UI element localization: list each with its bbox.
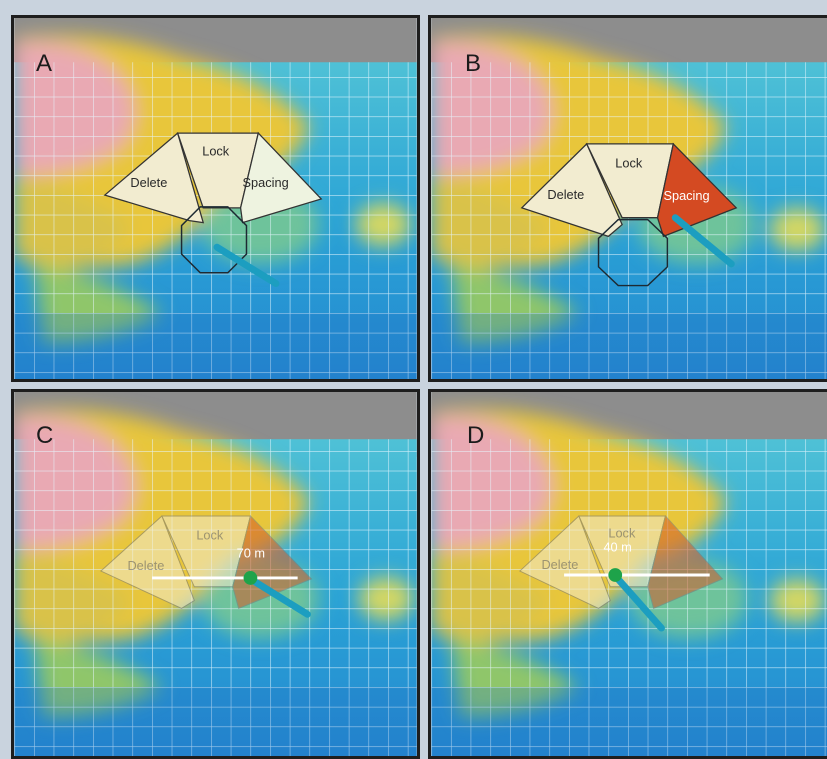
stylus-pointer-icon xyxy=(246,575,311,618)
terrain-view-b: Delete Lock Spacing xyxy=(431,18,827,379)
pie-menu: Delete Lock Spacing xyxy=(520,142,738,287)
pie-menu: Delete Lock Spacing xyxy=(103,131,323,274)
spacing-value-label: 70 m xyxy=(237,545,265,560)
terrain-view-d: Delete Lock 40 m xyxy=(431,392,827,756)
menu-segment-spacing-active[interactable] xyxy=(656,142,738,238)
menu-label-lock: Lock xyxy=(608,526,636,541)
menu-label-spacing: Spacing xyxy=(243,175,289,190)
panel-b: Delete Lock Spacing B xyxy=(428,15,827,382)
menu-label-delete: Delete xyxy=(541,557,578,572)
menu-label-lock: Lock xyxy=(196,528,224,543)
menu-segment-spacing-active[interactable] xyxy=(232,514,313,610)
panel-letter-b: B xyxy=(465,50,482,77)
slider-handle[interactable] xyxy=(608,568,623,582)
pie-menu-faded xyxy=(100,514,313,610)
menu-segment-delete[interactable] xyxy=(103,131,205,224)
menu-label-lock: Lock xyxy=(615,156,643,171)
terrain-view-a: Delete Lock Spacing xyxy=(14,18,417,379)
stylus-pointer-icon xyxy=(611,572,665,632)
slider-handle[interactable] xyxy=(243,571,258,585)
panel-d: Delete Lock 40 m D xyxy=(428,389,827,759)
menu-segment-spacing-active[interactable] xyxy=(647,514,724,610)
menu-segment-delete[interactable] xyxy=(100,515,195,609)
octagon-center xyxy=(597,218,669,287)
menu-label-spacing: Spacing xyxy=(663,188,709,203)
panel-a: Delete Lock Spacing A xyxy=(11,15,420,382)
menu-label-delete: Delete xyxy=(127,558,164,573)
panel-c: Delete Lock 70 m C xyxy=(11,389,420,759)
panel-letter-a: A xyxy=(36,50,53,77)
terrain-view-c: Delete Lock 70 m xyxy=(14,392,417,756)
menu-segment-delete[interactable] xyxy=(520,142,623,238)
stylus-pointer-icon xyxy=(213,243,280,288)
spacing-value-label: 40 m xyxy=(603,539,631,554)
panel-letter-d: D xyxy=(467,422,485,449)
menu-segment-delete[interactable] xyxy=(518,515,611,609)
menu-label-delete: Delete xyxy=(547,187,584,202)
stylus-pointer-icon xyxy=(671,214,735,268)
menu-label-delete: Delete xyxy=(130,175,167,190)
octagon-center xyxy=(180,206,248,274)
panel-letter-c: C xyxy=(36,422,54,449)
pie-menu-faded xyxy=(518,514,724,610)
menu-label-lock: Lock xyxy=(202,144,230,159)
